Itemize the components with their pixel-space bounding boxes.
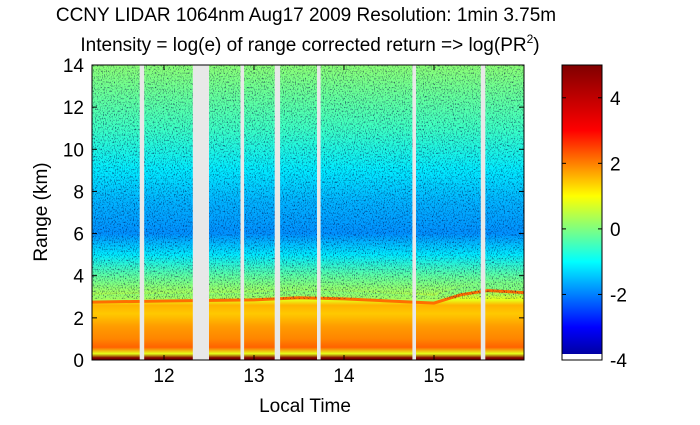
colorbar-tick-label: -4 <box>610 351 627 372</box>
subtitle-close-paren: ) <box>533 35 539 56</box>
subtitle-superscript: 2 <box>527 32 534 46</box>
y-tick-label: 14 <box>63 56 85 77</box>
figure-subtitle: Intensity = log(e) of range corrected re… <box>80 32 539 56</box>
y-tick-label: 8 <box>73 182 84 203</box>
colorbar-tick-label: -2 <box>610 285 627 306</box>
y-tick-label: 4 <box>73 267 84 288</box>
colorbar-tick-label: 4 <box>610 89 621 110</box>
x-tick-label: 15 <box>423 366 444 387</box>
data-gap <box>274 65 281 360</box>
y-tick-label: 6 <box>73 225 84 246</box>
y-tick-label: 12 <box>63 98 84 119</box>
data-gap <box>139 65 145 360</box>
data-gap <box>192 65 209 360</box>
colorbar-tick-label: 0 <box>610 220 621 241</box>
x-tick-label: 14 <box>333 366 355 387</box>
y-tick-label: 0 <box>73 351 84 372</box>
colorbar-frame <box>561 64 603 361</box>
x-tick-label: 13 <box>243 366 264 387</box>
figure-title: CCNY LIDAR 1064nm Aug17 2009 Resolution:… <box>56 5 556 26</box>
subtitle-text: Intensity = log(e) of range corrected re… <box>80 35 526 56</box>
y-tick-label: 10 <box>63 140 84 161</box>
heatmap-layers <box>92 65 524 360</box>
y-tick-label: 2 <box>73 309 84 330</box>
data-gap <box>412 65 416 360</box>
y-axis-ticks: 0 2 4 6 8 10 12 14 <box>63 56 524 372</box>
x-tick-label: 12 <box>153 366 174 387</box>
data-gap <box>480 65 486 360</box>
colorbar: -4 -2 0 2 4 <box>561 64 627 372</box>
y-axis-label: Range (km) <box>31 162 52 261</box>
data-gap <box>240 65 245 360</box>
colorbar-missing-swatch <box>562 354 602 360</box>
speckle-noise <box>92 65 524 299</box>
x-axis-label: Local Time <box>259 396 351 417</box>
data-gap <box>317 65 321 360</box>
x-axis-ticks: 12 13 14 15 <box>153 65 445 387</box>
colorbar-gradient <box>562 65 602 360</box>
heatmap-plot <box>91 64 525 361</box>
colorbar-tick-label: 2 <box>610 154 621 175</box>
plot-frame <box>91 64 525 361</box>
